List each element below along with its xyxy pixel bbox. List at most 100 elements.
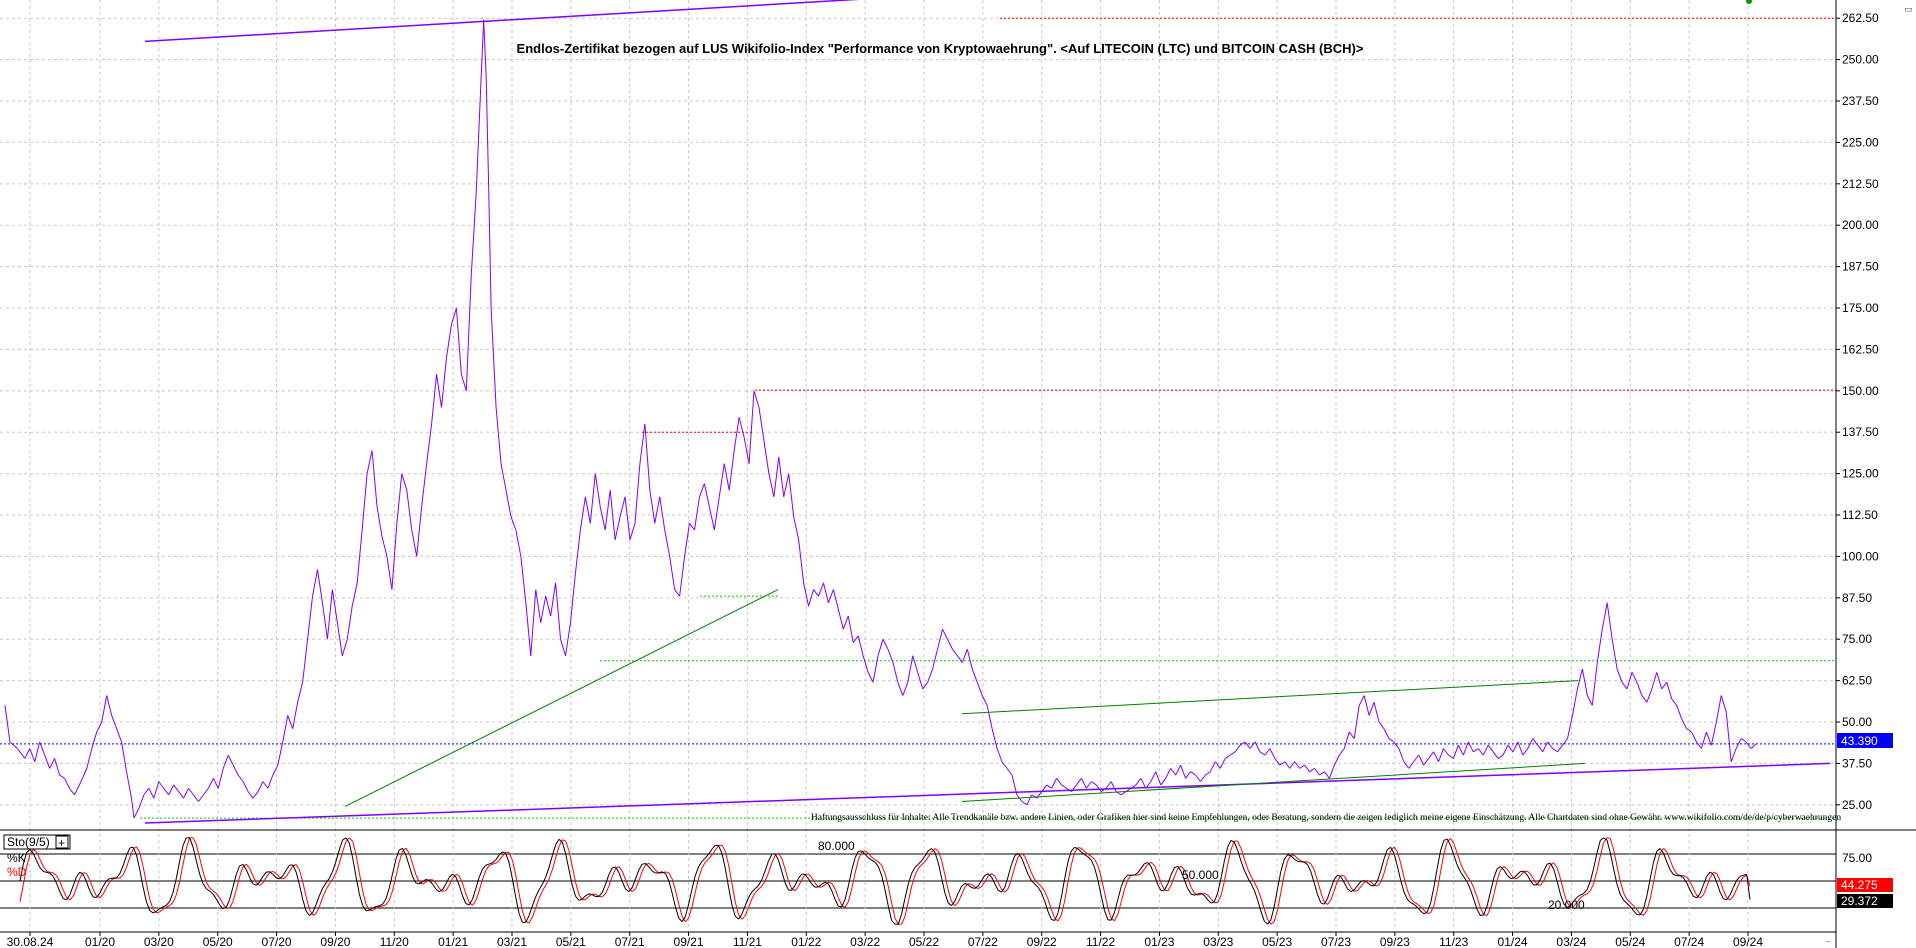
price-segment (639, 423, 646, 464)
sto-d-segment (1453, 843, 1458, 854)
sto-d-segment (1490, 894, 1495, 909)
scroll-arrow-right-icon[interactable]: – (1826, 937, 1831, 947)
sto-header-box[interactable] (3, 834, 71, 850)
sto-k-segment (1626, 903, 1631, 907)
price-segment (842, 615, 849, 630)
sto-k-segment (1423, 911, 1428, 915)
sto-d-segment (954, 902, 959, 907)
price-segment (1229, 751, 1236, 756)
sto-k-segment (844, 885, 849, 900)
price-segment (1571, 688, 1578, 716)
sto-k-segment (1253, 890, 1259, 901)
sto-k-segment (1396, 865, 1402, 881)
sto-k-segment (199, 873, 204, 884)
sto-d-segment (1067, 864, 1072, 883)
sto-k-segment (1376, 870, 1382, 882)
sto-d-segment (1253, 881, 1259, 889)
sto-d-segment (611, 868, 616, 877)
sto-k-segment (851, 857, 856, 871)
price-segment (1725, 712, 1732, 762)
sto-k-segment (575, 895, 580, 901)
sto-k-segment (977, 880, 982, 887)
price-segment (867, 672, 874, 683)
sto-k-segment (452, 873, 457, 878)
sto-k-segment (239, 863, 244, 867)
sto-k-segment (1057, 897, 1062, 914)
sto-k-segment (1307, 864, 1312, 872)
price-segment (1750, 743, 1757, 749)
sto-d-segment (305, 896, 310, 910)
sto-k-segment (1420, 910, 1425, 915)
sto-k-segment (1403, 891, 1408, 900)
sto-d-segment (1743, 874, 1747, 878)
sto-d-segment (452, 874, 457, 879)
sto-d-segment (1223, 864, 1229, 882)
sto-k-segment (19, 863, 24, 882)
price-segment (1343, 731, 1350, 749)
x-tick-label: 09/24 (1733, 935, 1763, 948)
sto-k-segment (1147, 862, 1152, 868)
sto-d-segment (814, 882, 819, 888)
sto-k-segment (914, 863, 919, 868)
price-segment (1209, 761, 1216, 772)
sto-d-segment (1180, 865, 1185, 871)
price-segment (882, 638, 889, 650)
price-segment (654, 496, 661, 524)
sto-d-last-value: 44.275 (1841, 878, 1878, 892)
sto-d-segment (309, 908, 314, 916)
price-segment (803, 582, 810, 607)
sto-d-segment (485, 865, 490, 871)
sto-d-segment (1317, 880, 1322, 893)
scroll-arrow-up-icon[interactable]: ▭ (1904, 5, 1913, 15)
sto-d-segment (435, 882, 440, 889)
sto-expand-button[interactable] (55, 835, 69, 849)
price-segment (644, 423, 651, 491)
sto-k-segment (1227, 840, 1232, 848)
sto-d-segment (1220, 881, 1225, 896)
sto-d-segment (1526, 870, 1531, 875)
sto-k-segment (249, 877, 254, 884)
sto-k-segment (408, 865, 414, 877)
sto-d-segment (395, 861, 400, 877)
sto-d-segment (1273, 909, 1279, 922)
sto-k-segment (142, 886, 147, 902)
sto-d-segment (56, 875, 61, 883)
sto-k-segment (558, 838, 563, 843)
sto-d-segment (1100, 877, 1106, 893)
sto-d-segment (462, 883, 467, 894)
sto-k-segment (754, 884, 759, 890)
sto-k-segment (1180, 871, 1185, 881)
sto-k-segment (1174, 865, 1178, 869)
price-segment (59, 774, 65, 779)
sto-k-segment (206, 888, 210, 892)
sto-k-segment (1739, 874, 1744, 877)
sto-d-segment (1360, 881, 1365, 887)
price-segment (619, 496, 626, 517)
price-segment (480, 19, 485, 77)
price-segment (1333, 754, 1340, 766)
price-segment (1557, 744, 1563, 753)
sto-d-segment (674, 889, 680, 905)
sto-k-segment (715, 844, 719, 847)
price-segment (1224, 754, 1231, 759)
sto-d-segment (621, 870, 626, 880)
sto-d-segment (1646, 898, 1651, 911)
sto-d-segment (1157, 873, 1162, 884)
sto-d-segment (1556, 867, 1561, 879)
sto-d-segment (1580, 894, 1584, 899)
sto-k-segment (129, 846, 134, 849)
price-segment (1547, 741, 1554, 749)
sto-k-segment (531, 896, 537, 907)
sto-k-segment (1114, 899, 1119, 913)
sto-d-segment (242, 863, 247, 868)
sto-k-segment (1360, 879, 1365, 883)
price-segment (1085, 781, 1092, 789)
sto-k-segment (1696, 893, 1701, 899)
sto-k-segment (152, 910, 157, 914)
sto-k-segment (548, 855, 553, 868)
x-tick-label: 09/20 (320, 935, 350, 948)
sto-k-segment (46, 871, 51, 874)
sto-d-segment (1503, 866, 1508, 870)
sto-d-segment (32, 848, 37, 853)
sto-d-segment (625, 879, 630, 889)
